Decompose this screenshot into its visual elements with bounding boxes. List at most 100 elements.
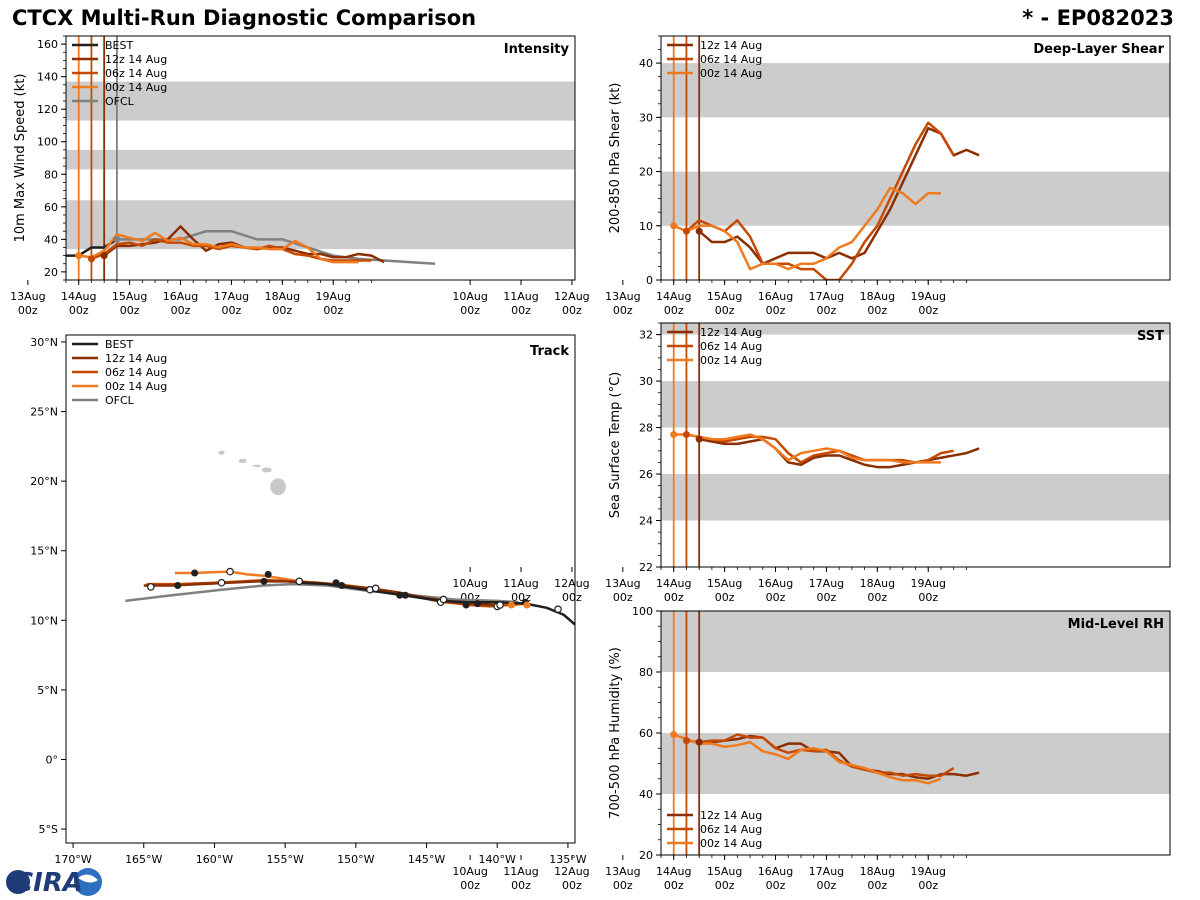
track-point-open — [496, 601, 504, 609]
x-tick-label: 00z — [120, 304, 140, 317]
legend-label: 12z 14 Aug — [700, 326, 762, 339]
lat-tick-label: 30°N — [30, 336, 58, 349]
island-hawaii — [270, 478, 286, 496]
legend-label: 12z 14 Aug — [700, 809, 762, 822]
x-tick-label: 00z — [511, 879, 531, 892]
init-marker — [670, 222, 678, 230]
legend-label: OFCL — [105, 394, 135, 407]
lat-tick-label: 25°N — [30, 406, 58, 419]
legend-label: BEST — [105, 338, 133, 351]
y-axis-label: 700-500 hPa Humidity (%) — [608, 647, 623, 819]
x-tick-label: 15Aug — [707, 577, 742, 590]
lon-tick-label: 135°W — [549, 853, 586, 866]
x-tick-label: 00z — [817, 879, 837, 892]
x-tick-label: 17Aug — [809, 290, 844, 303]
series-00z-14-aug — [78, 231, 359, 264]
panel-label: Deep-Layer Shear — [1033, 42, 1164, 57]
cira-logo-mark: CIRA — [6, 868, 102, 898]
x-tick-label: 14Aug — [61, 290, 96, 303]
x-tick-label: 00z — [817, 304, 837, 317]
legend-label: 00z 14 Aug — [700, 354, 762, 367]
legend-label: 12z 14 Aug — [105, 352, 167, 365]
x-tick-label: 18Aug — [265, 290, 300, 303]
x-tick-label: 00z — [460, 304, 480, 317]
track-point — [396, 591, 404, 599]
init-marker — [682, 227, 690, 235]
x-tick-label: 12Aug — [554, 290, 589, 303]
x-tick-label: 13Aug — [605, 577, 640, 590]
island-oahu — [238, 458, 247, 464]
x-tick-label: 10Aug — [452, 577, 487, 590]
y-tick-label: 24 — [639, 515, 653, 528]
map-area — [125, 450, 575, 626]
y-tick-label: 40 — [44, 233, 58, 246]
y-tick-label: 160 — [37, 38, 58, 51]
x-tick-label: 13Aug — [10, 290, 45, 303]
x-tick-label: 00z — [664, 591, 684, 604]
lon-tick-label: 160°W — [196, 853, 233, 866]
series-00z-14-aug — [673, 433, 941, 464]
legend-label: 00z 14 Aug — [105, 81, 167, 94]
island-molokai — [252, 464, 262, 467]
x-tick-label: 00z — [664, 304, 684, 317]
track-point — [174, 582, 182, 590]
plot-area — [661, 323, 1170, 567]
track-point — [523, 601, 531, 609]
series-12z-14-aug — [698, 437, 980, 469]
y-tick-label: 100 — [632, 605, 653, 618]
panel-label: Intensity — [504, 42, 570, 57]
x-tick-label: 19Aug — [910, 577, 945, 590]
shaded-band — [661, 611, 1170, 672]
x-tick-label: 00z — [867, 879, 887, 892]
x-tick-label: 00z — [817, 591, 837, 604]
y-tick-label: 32 — [639, 329, 653, 342]
x-tick-label: 12Aug — [554, 865, 589, 878]
track-point — [264, 570, 272, 578]
x-tick-label: 00z — [613, 879, 633, 892]
x-tick-label: 00z — [613, 304, 633, 317]
legend-label: 12z 14 Aug — [700, 39, 762, 52]
plot-area — [661, 36, 1170, 280]
x-tick-label: 16Aug — [758, 290, 793, 303]
init-marker — [87, 255, 95, 263]
x-tick-label: 00z — [69, 304, 89, 317]
lon-tick-label: 155°W — [266, 853, 303, 866]
x-tick-label: 00z — [171, 304, 191, 317]
init-marker — [100, 252, 108, 260]
shaded-band — [661, 171, 1170, 226]
x-tick-label: 14Aug — [656, 865, 691, 878]
x-tick-label: 14Aug — [656, 577, 691, 590]
storm-id: * - EP082023 — [1022, 6, 1174, 30]
y-tick-label: 40 — [639, 57, 653, 70]
lon-tick-label: 150°W — [337, 853, 374, 866]
track-point — [332, 579, 340, 587]
panel-label: SST — [1137, 329, 1164, 344]
init-marker — [695, 738, 703, 746]
y-tick-label: 0 — [646, 274, 653, 287]
x-tick-label: 00z — [222, 304, 242, 317]
x-tick-label: 19Aug — [910, 865, 945, 878]
x-tick-label: 13Aug — [605, 865, 640, 878]
track-point-open — [439, 595, 448, 604]
legend-label: BEST — [105, 39, 133, 52]
x-tick-label: 00z — [766, 591, 786, 604]
y-axis-label: 10m Max Wind Speed (kt) — [13, 74, 28, 243]
x-tick-label: 16Aug — [758, 577, 793, 590]
x-tick-label: 12Aug — [554, 577, 589, 590]
y-axis-label: Sea Surface Temp (°C) — [608, 372, 623, 519]
legend-label: 06z 14 Aug — [105, 366, 167, 379]
x-tick-label: 00z — [562, 591, 582, 604]
plot-area — [66, 36, 575, 280]
island-maui — [261, 467, 272, 473]
lat-tick-label: 10°N — [30, 614, 58, 627]
track-point — [473, 600, 481, 608]
x-tick-label: 13Aug — [605, 290, 640, 303]
y-tick-label: 60 — [44, 201, 58, 214]
panel-label: Mid-Level RH — [1068, 617, 1164, 632]
x-tick-label: 10Aug — [452, 290, 487, 303]
track-point-open — [217, 578, 226, 587]
page-title: CTCX Multi-Run Diagnostic Comparison — [12, 6, 477, 30]
y-tick-label: 20 — [44, 266, 58, 279]
track-point-open — [371, 584, 380, 593]
